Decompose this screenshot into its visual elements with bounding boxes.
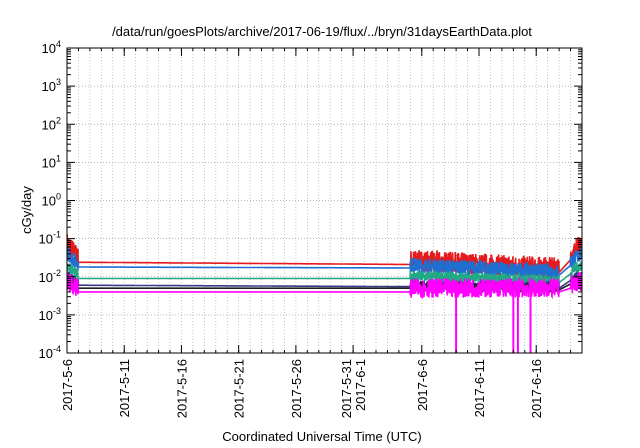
series-group — [67, 234, 582, 353]
y-tick-label: 10-4 — [39, 344, 61, 361]
y-tick-label-exp: -3 — [53, 306, 61, 316]
y-tick-label-base: 10 — [39, 308, 53, 323]
y-tick-label-base: 10 — [42, 79, 56, 94]
x-tick-label: 2017-5-16 — [174, 359, 189, 418]
y-tick-label-exp: 3 — [56, 77, 61, 87]
x-tick-label: 2017-5-26 — [289, 359, 304, 418]
y-tick-label-base: 10 — [42, 194, 56, 209]
y-tick-label: 10-1 — [39, 230, 61, 247]
y-tick-label-exp: -4 — [53, 344, 61, 354]
series-line-1 — [67, 245, 582, 281]
y-tick-label-exp: 2 — [56, 115, 61, 125]
plot-frame — [66, 47, 583, 354]
y-tick-label-base: 10 — [39, 270, 53, 285]
y-tick-label-exp: -1 — [53, 230, 61, 240]
series-line-5 — [67, 272, 582, 300]
chart-title: /data/run/goesPlots/archive/2017-06-19/f… — [112, 24, 532, 39]
y-tick-label-exp: 0 — [56, 192, 61, 202]
y-tick-label: 104 — [42, 39, 61, 56]
x-tick-label: 2017-6-11 — [472, 359, 487, 417]
y-tick-label-exp: 1 — [56, 153, 61, 163]
x-tick-label: 2017-6-16 — [529, 359, 544, 418]
x-tick-label: 2017-6-1 — [353, 359, 368, 411]
x-tick-label: 2017-5-31 — [339, 359, 354, 418]
x-axis-label: Coordinated Universal Time (UTC) — [222, 429, 421, 444]
y-tick-label: 102 — [42, 115, 61, 132]
y-tick-label: 10-2 — [39, 268, 61, 285]
x-tick-label: 2017-6-6 — [415, 359, 430, 411]
y-axis-label: cGy/day — [19, 186, 34, 234]
grid — [67, 48, 582, 353]
y-tick-label-exp: -2 — [53, 268, 61, 278]
x-tick-label: 2017-5-6 — [60, 359, 75, 411]
y-tick-label-base: 10 — [39, 346, 53, 361]
y-tick-label-base: 10 — [42, 117, 56, 132]
y-tick-label-exp: 4 — [56, 39, 61, 49]
y-tick-label-base: 10 — [42, 155, 56, 170]
y-tick-label-base: 10 — [39, 232, 53, 247]
x-tick-label: 2017-5-21 — [232, 359, 247, 418]
x-tick-label: 2017-5-11 — [117, 359, 132, 417]
y-tick-label-base: 10 — [42, 41, 56, 56]
y-tick-label: 103 — [42, 77, 61, 94]
x-axis: 2017-5-6 2017-5-11 2017-5-16 2017-5-21 2017-… — [60, 48, 583, 418]
y-tick-label: 10-3 — [39, 306, 61, 323]
y-tick-label: 100 — [42, 192, 61, 209]
y-tick-label: 101 — [42, 153, 61, 170]
